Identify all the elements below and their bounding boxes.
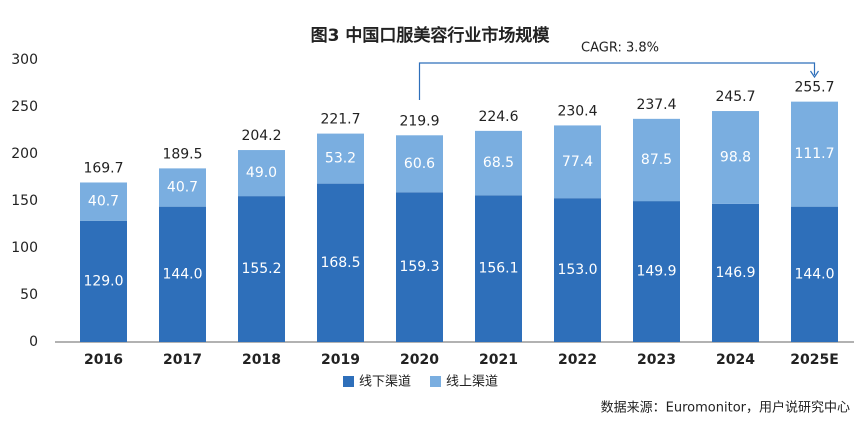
bar-segment: [712, 203, 759, 342]
bar-segment: [238, 150, 285, 197]
annotation: CAGR: 3.8%: [581, 41, 659, 56]
legend-label: 线下渠道: [359, 375, 411, 390]
x-tick-label: 2020: [400, 352, 439, 368]
total-label: 204.2: [241, 128, 281, 144]
value-label: 149.9: [636, 264, 676, 280]
value-label: 168.5: [320, 255, 360, 271]
cagr-arrow: [810, 70, 819, 79]
value-label: 98.8: [720, 149, 751, 165]
bar-segment: [317, 183, 364, 342]
value-label: 159.3: [399, 259, 439, 275]
cagr-line: [418, 62, 816, 100]
x-tick-label: 2019: [321, 352, 360, 368]
y-tick-label: 200: [11, 146, 38, 162]
value-label: 87.5: [641, 152, 672, 168]
value-label: 111.7: [794, 146, 834, 162]
value-label: 40.7: [88, 194, 119, 210]
x-tick-label: 2018: [242, 352, 281, 368]
bar-segment: [554, 198, 601, 342]
value-label: 144.0: [794, 266, 834, 282]
x-tick-label: 2022: [558, 352, 597, 368]
bar-segment: [554, 125, 601, 199]
source: 数据来源：Euromonitor，用户说研究中心: [601, 400, 850, 416]
total-label: 169.7: [83, 160, 123, 176]
bar-segment: [238, 196, 285, 342]
x-tick-label: 2023: [637, 352, 676, 368]
bar-segment: [633, 201, 680, 342]
bar-segment: [633, 118, 680, 202]
value-label: 144.0: [162, 266, 202, 282]
y-tick-label: 50: [20, 287, 38, 303]
value-label: 155.2: [241, 261, 281, 277]
total-label: 219.9: [399, 113, 439, 129]
value-label: 146.9: [715, 265, 755, 281]
value-label: 156.1: [478, 261, 518, 277]
value-label: 53.2: [325, 151, 356, 167]
y-tick-label: 150: [11, 193, 38, 209]
total-label: 189.5: [162, 146, 202, 162]
value-label: 129.0: [83, 273, 123, 289]
bar-segment: [791, 206, 838, 342]
x-tick-label: 2025E: [790, 352, 839, 368]
total-label: 224.6: [478, 109, 518, 125]
total-label: 245.7: [715, 89, 755, 105]
legend-swatch: [430, 376, 441, 387]
legend-label: 线上渠道: [446, 375, 498, 390]
value-label: 153.0: [557, 262, 597, 278]
bar-segment: [317, 133, 364, 184]
bar-segment: [396, 192, 443, 342]
y-tick-label: 250: [11, 99, 38, 115]
y-tick-label: 100: [11, 240, 38, 256]
chart-title: 图3 中国口服美容行业市场规模: [311, 25, 551, 46]
bar-segment: [712, 111, 759, 204]
y-tick-label: 0: [29, 334, 38, 350]
value-label: 77.4: [562, 154, 593, 170]
total-label: 255.7: [794, 80, 834, 96]
total-label: 221.7: [320, 112, 360, 128]
x-tick-label: 2021: [479, 352, 518, 368]
bar-segment: [159, 206, 206, 342]
bar-segment: [791, 101, 838, 207]
value-label: 49.0: [246, 165, 277, 181]
total-label: 237.4: [636, 97, 676, 113]
x-tick-label: 2024: [716, 352, 755, 368]
x-tick-label: 2017: [163, 352, 202, 368]
bar-segment: [475, 130, 522, 196]
legend-swatch: [343, 376, 354, 387]
x-tick-label: 2016: [84, 352, 123, 368]
bar-segment: [159, 168, 206, 207]
total-label: 230.4: [557, 103, 597, 119]
value-label: 68.5: [483, 155, 514, 171]
bar-segment: [396, 135, 443, 193]
bar-segment: [475, 195, 522, 342]
value-label: 60.6: [404, 156, 435, 172]
y-tick-label: 300: [11, 52, 38, 68]
bar-segment: [80, 182, 127, 221]
value-label: 40.7: [167, 180, 198, 196]
bar-segment: [80, 220, 127, 342]
